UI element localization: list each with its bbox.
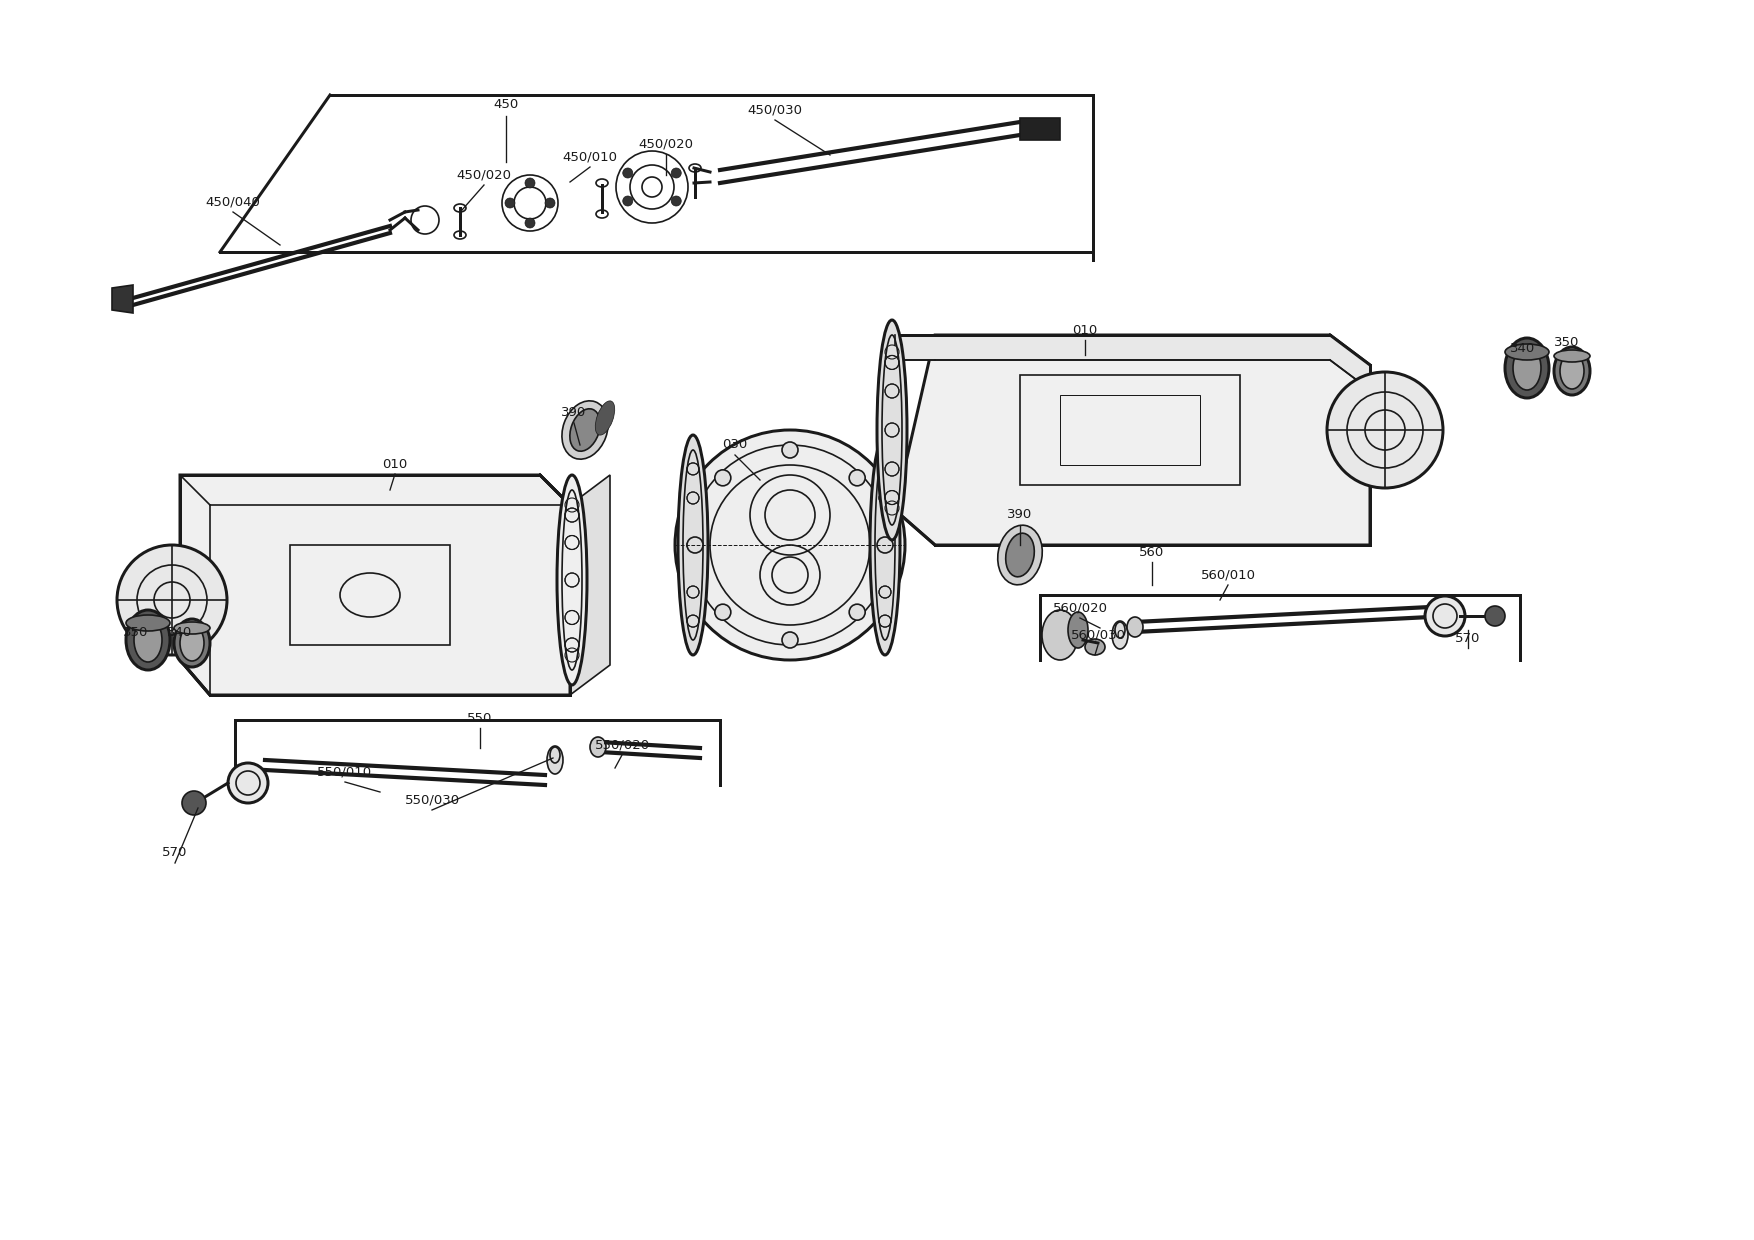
Circle shape [716, 470, 731, 486]
Ellipse shape [1554, 350, 1589, 362]
Circle shape [782, 441, 798, 458]
Text: 560/010: 560/010 [1200, 568, 1256, 582]
Ellipse shape [174, 622, 210, 634]
Text: 010: 010 [382, 459, 407, 471]
Ellipse shape [998, 526, 1042, 585]
Bar [1021, 374, 1240, 485]
Text: 350: 350 [1554, 336, 1580, 350]
Bar [1059, 396, 1200, 465]
Polygon shape [210, 505, 570, 694]
Ellipse shape [1514, 346, 1542, 391]
Text: 550/030: 550/030 [405, 794, 460, 806]
Text: 350: 350 [123, 626, 149, 640]
Text: 030: 030 [723, 439, 747, 451]
Circle shape [545, 198, 554, 208]
Text: 560/030: 560/030 [1070, 629, 1126, 641]
Circle shape [1424, 596, 1465, 636]
Text: 450/030: 450/030 [747, 103, 803, 117]
Ellipse shape [1086, 639, 1105, 655]
Circle shape [688, 537, 703, 553]
Ellipse shape [1128, 618, 1144, 637]
Text: 450: 450 [493, 98, 519, 112]
Circle shape [228, 763, 268, 804]
Bar [289, 546, 451, 645]
Ellipse shape [1042, 610, 1079, 660]
Circle shape [623, 167, 633, 179]
Polygon shape [895, 335, 1370, 391]
Circle shape [716, 604, 731, 620]
Ellipse shape [126, 610, 170, 670]
Text: 550/010: 550/010 [317, 765, 372, 779]
Circle shape [1328, 372, 1444, 489]
Ellipse shape [679, 435, 709, 655]
Ellipse shape [181, 625, 203, 661]
Ellipse shape [174, 619, 210, 667]
Ellipse shape [1068, 613, 1087, 649]
Text: 390: 390 [561, 407, 586, 419]
Text: 390: 390 [1007, 508, 1033, 522]
Circle shape [877, 537, 893, 553]
Ellipse shape [133, 618, 161, 662]
Circle shape [672, 196, 681, 206]
Text: 570: 570 [1456, 631, 1480, 645]
Ellipse shape [877, 320, 907, 539]
Ellipse shape [561, 401, 609, 459]
Text: 450/040: 450/040 [205, 196, 260, 208]
Circle shape [782, 632, 798, 649]
Polygon shape [1021, 118, 1059, 140]
Circle shape [849, 470, 865, 486]
Text: 010: 010 [1072, 324, 1098, 336]
Circle shape [672, 167, 681, 179]
Polygon shape [570, 475, 610, 694]
Text: 450/020: 450/020 [638, 138, 693, 150]
Ellipse shape [1505, 343, 1549, 360]
Text: 550/020: 550/020 [595, 739, 649, 751]
Ellipse shape [1112, 621, 1128, 649]
Ellipse shape [589, 737, 605, 756]
Ellipse shape [595, 401, 614, 435]
Circle shape [524, 179, 535, 188]
Text: 560: 560 [1140, 546, 1165, 558]
Circle shape [849, 604, 865, 620]
Text: 550: 550 [467, 712, 493, 724]
Ellipse shape [870, 435, 900, 655]
Circle shape [623, 196, 633, 206]
Text: 340: 340 [167, 626, 193, 640]
Circle shape [1486, 606, 1505, 626]
Ellipse shape [558, 475, 588, 684]
Polygon shape [895, 335, 1370, 546]
Ellipse shape [126, 615, 170, 631]
Ellipse shape [1005, 533, 1035, 577]
Ellipse shape [1505, 339, 1549, 398]
Text: 340: 340 [1510, 341, 1535, 355]
Circle shape [182, 791, 205, 815]
Ellipse shape [570, 409, 600, 451]
Text: 450/020: 450/020 [456, 169, 512, 181]
Text: 450/010: 450/010 [563, 150, 617, 164]
Circle shape [505, 198, 516, 208]
Text: 570: 570 [163, 847, 188, 859]
Ellipse shape [547, 746, 563, 774]
Ellipse shape [1554, 347, 1589, 396]
Polygon shape [181, 475, 570, 694]
Polygon shape [112, 285, 133, 312]
Circle shape [524, 218, 535, 228]
Circle shape [675, 430, 905, 660]
Polygon shape [181, 475, 570, 505]
Circle shape [118, 546, 226, 655]
Ellipse shape [1559, 353, 1584, 389]
Text: 560/020: 560/020 [1052, 601, 1107, 615]
